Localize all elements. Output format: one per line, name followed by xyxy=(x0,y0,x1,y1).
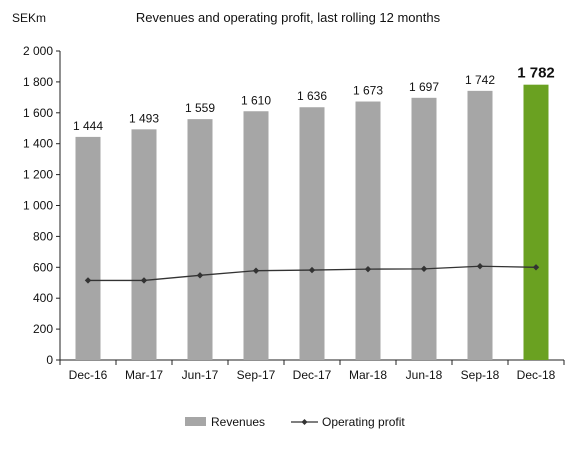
y-tick-label: 1 000 xyxy=(23,199,53,213)
operating-profit-line xyxy=(84,263,540,284)
revenue-data-label: 1 782 xyxy=(517,65,555,82)
revenue-data-label: 1 673 xyxy=(353,84,383,98)
legend-swatch-revenues xyxy=(185,417,206,426)
y-tick-label: 400 xyxy=(33,291,53,305)
y-tick-label: 0 xyxy=(46,353,53,367)
legend-label-revenues: Revenues xyxy=(211,415,265,429)
revenue-bar xyxy=(187,119,213,361)
operating-profit-marker xyxy=(196,272,204,279)
x-tick-label: Dec-16 xyxy=(69,368,108,382)
operating-profit-marker xyxy=(84,277,92,284)
x-tick-label: Sep-17 xyxy=(237,368,276,382)
revenue-data-label: 1 559 xyxy=(185,101,215,115)
operating-profit-marker xyxy=(308,266,316,274)
axes: 0 200 400 600 800 1 000 1 200 1 400 1 600 1 800 2 … xyxy=(23,44,565,382)
y-tick-label: 1 200 xyxy=(23,168,53,182)
revenue-bar xyxy=(411,97,437,360)
y-tick-label: 1 400 xyxy=(23,137,53,151)
revenue-data-label: 1 742 xyxy=(465,73,495,87)
revenue-bar xyxy=(131,129,157,360)
legend-marker-operating-profit xyxy=(301,419,308,425)
legend: Revenues Operating profit xyxy=(185,415,405,429)
y-tick-label: 2 000 xyxy=(23,44,53,58)
operating-profit-marker xyxy=(140,277,148,284)
revenue-data-label: 1 493 xyxy=(129,111,159,125)
revenue-bar xyxy=(75,136,101,360)
y-tick-label: 1 800 xyxy=(23,75,53,89)
operating-profit-marker xyxy=(420,265,428,273)
operating-profit-marker xyxy=(364,265,372,273)
x-tick-label: Mar-18 xyxy=(349,368,387,382)
revenue-bar-highlight xyxy=(523,84,549,360)
x-tick-label: Jun-17 xyxy=(182,368,219,382)
x-tick-label: Dec-17 xyxy=(293,368,332,382)
operating-profit-marker xyxy=(476,263,484,270)
chart-title: Revenues and operating profit, last roll… xyxy=(136,10,441,25)
revenue-bar xyxy=(299,107,325,360)
y-tick-label: 600 xyxy=(33,260,53,274)
revenue-data-label: 1 697 xyxy=(409,80,439,94)
revenue-data-label: 1 636 xyxy=(297,89,327,103)
x-tick-label: Jun-18 xyxy=(406,368,443,382)
bars: 1 444 1 493 1 559 1 610 1 636 1 673 1 697 1 742… xyxy=(73,65,555,361)
x-tick-label: Sep-18 xyxy=(461,368,500,382)
revenue-data-label: 1 610 xyxy=(241,93,271,107)
y-tick-label: 200 xyxy=(33,322,53,336)
revenue-bar xyxy=(467,90,493,361)
legend-label-operating-profit: Operating profit xyxy=(322,415,405,429)
y-tick-label: 1 600 xyxy=(23,106,53,120)
operating-profit-marker xyxy=(532,264,540,271)
y-tick-label: 800 xyxy=(33,229,53,243)
y-axis-label: SEKm xyxy=(12,11,46,25)
x-tick-label: Mar-17 xyxy=(125,368,163,382)
revenue-bar xyxy=(355,101,381,361)
revenue-data-label: 1 444 xyxy=(73,119,103,133)
operating-profit-marker xyxy=(252,267,260,274)
revenue-bar xyxy=(243,111,269,360)
x-tick-label: Dec-18 xyxy=(517,368,556,382)
